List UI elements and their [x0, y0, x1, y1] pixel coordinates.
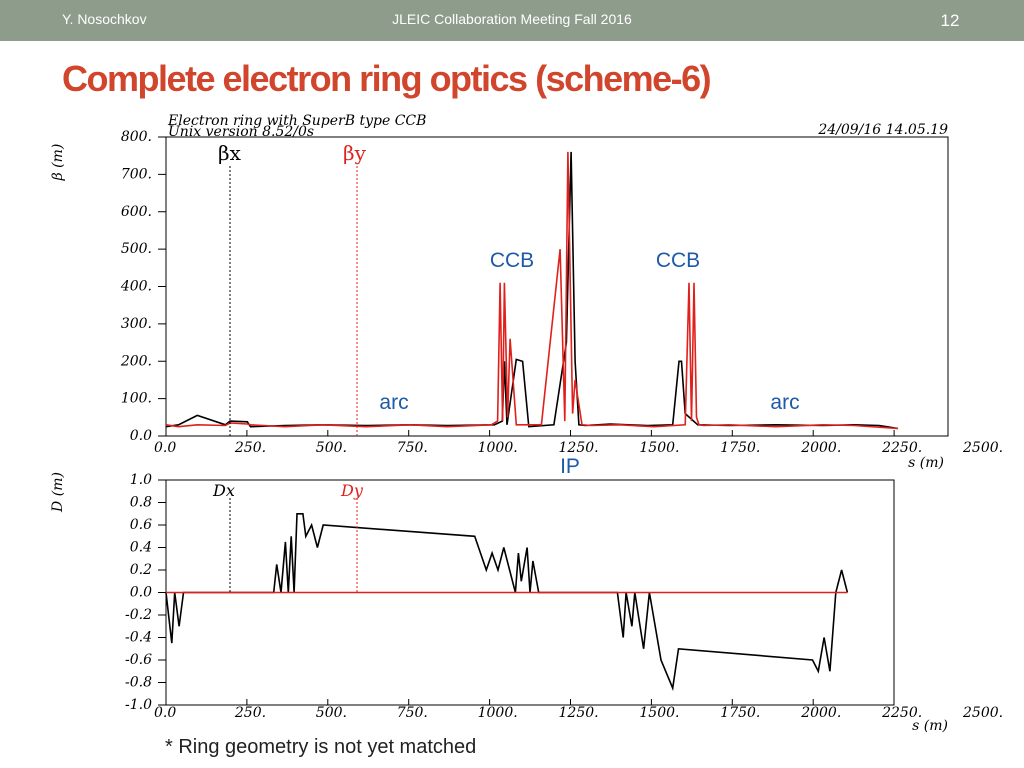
- x-tick-label: 1500.: [639, 705, 679, 721]
- y-tick-label: 500.: [121, 241, 152, 257]
- y-tick-label: 0.6: [130, 517, 152, 533]
- ccb-label-right: CCB: [656, 249, 700, 272]
- arc-label-right: arc: [770, 391, 799, 414]
- dispersion-series-Dx: [165, 512, 849, 692]
- ip-label: IP: [560, 455, 580, 478]
- beta-ylabel: β (m): [50, 144, 66, 182]
- x-tick-label: 1250.: [559, 440, 599, 456]
- ccb-label-left: CCB: [490, 249, 534, 272]
- arc-label-left: arc: [379, 391, 408, 414]
- x-tick-label: 1000.: [478, 705, 518, 721]
- slide-title: Complete electron ring optics (scheme-6): [62, 58, 712, 99]
- beta-y-ticks: 0.0 100. 200. 300. 400. 500. 600. 700. 800.: [120, 129, 166, 444]
- beta-x-legend: βx: [218, 141, 242, 165]
- author-name: Y. Nosochkov: [62, 11, 147, 27]
- beta-x-ticks: 0.0 250. 500. 750. 1000. 1250. 1500. 1750. 2000.…: [154, 430, 1003, 456]
- dispersion-ylabel: D (m): [50, 472, 66, 513]
- dispersion-series: [165, 512, 849, 692]
- y-tick-label: 800.: [121, 129, 152, 145]
- beta-series-βx: [165, 151, 899, 430]
- beta-y-legend: βy: [343, 141, 367, 165]
- y-tick-label: 400.: [120, 279, 152, 295]
- x-tick-label: 2250.: [881, 705, 922, 721]
- page-number: 12: [940, 11, 960, 30]
- dx-legend: Dx: [212, 481, 235, 500]
- x-tick-label: 0.0: [154, 705, 176, 721]
- plot-title: Electron ring with SuperB type CCB: [167, 113, 426, 129]
- x-tick-label: 250.: [234, 440, 266, 456]
- dispersion-y-ticks: -1.0 -0.8 -0.6 -0.4 -0.2 0.0 0.2 0.4 0.6 0.8 1.0: [125, 472, 166, 713]
- y-tick-label: -0.4: [125, 630, 152, 646]
- dy-legend: Dy: [340, 481, 364, 500]
- plot-timestamp: 24/09/16 14.05.19: [817, 122, 948, 138]
- y-tick-label: -0.6: [125, 652, 152, 668]
- y-tick-label: 200.: [120, 353, 152, 369]
- y-tick-label: 0.0: [130, 428, 152, 444]
- x-tick-label: 2500.: [962, 705, 1003, 721]
- x-tick-label: 500.: [316, 705, 347, 721]
- y-tick-label: 0.0: [130, 585, 152, 601]
- meeting-title: JLEIC Collaboration Meeting Fall 2016: [392, 11, 632, 27]
- x-tick-label: 500.: [316, 440, 347, 456]
- x-tick-label: 1000.: [478, 440, 518, 456]
- beta-series: [165, 151, 899, 430]
- y-tick-label: -0.8: [125, 675, 152, 691]
- beta-plot-frame: [165, 136, 949, 437]
- y-tick-label: 300.: [121, 316, 152, 332]
- x-tick-label: 250.: [234, 705, 266, 721]
- y-tick-label: 0.2: [130, 562, 152, 578]
- header-bar: Y. Nosochkov JLEIC Collaboration Meeting…: [0, 0, 1024, 41]
- x-tick-label: 2250.: [881, 440, 922, 456]
- y-tick-label: 0.4: [130, 540, 152, 556]
- dispersion-x-ticks: 0.0 250. 500. 750. 1000. 1250. 1500. 1750. 2000.…: [154, 699, 1003, 721]
- x-tick-label: 2500.: [962, 440, 1003, 456]
- x-tick-label: 1750.: [720, 705, 760, 721]
- dispersion-xlabel: s (m): [912, 718, 948, 734]
- y-tick-label: 0.8: [130, 495, 152, 511]
- y-tick-label: 1.0: [130, 472, 152, 488]
- beta-xlabel: s (m): [908, 455, 944, 471]
- y-tick-label: 700.: [121, 166, 152, 182]
- x-tick-label: 0.0: [154, 440, 176, 456]
- plot-subtitle: Unix version 8.52/0s: [168, 124, 314, 140]
- x-tick-label: 1250.: [559, 705, 599, 721]
- x-tick-label: 2000.: [800, 440, 841, 456]
- y-tick-label: -1.0: [125, 697, 152, 713]
- beta-series-βy: [165, 151, 899, 430]
- y-tick-label: 100.: [121, 391, 152, 407]
- x-tick-label: 750.: [397, 705, 428, 721]
- x-tick-label: 1500.: [639, 440, 679, 456]
- y-tick-label: -0.2: [125, 607, 152, 623]
- footnote: * Ring geometry is not yet matched: [165, 736, 477, 758]
- y-tick-label: 600.: [121, 204, 152, 220]
- x-tick-label: 1750.: [720, 440, 760, 456]
- x-tick-label: 750.: [397, 440, 428, 456]
- x-tick-label: 2000.: [800, 705, 841, 721]
